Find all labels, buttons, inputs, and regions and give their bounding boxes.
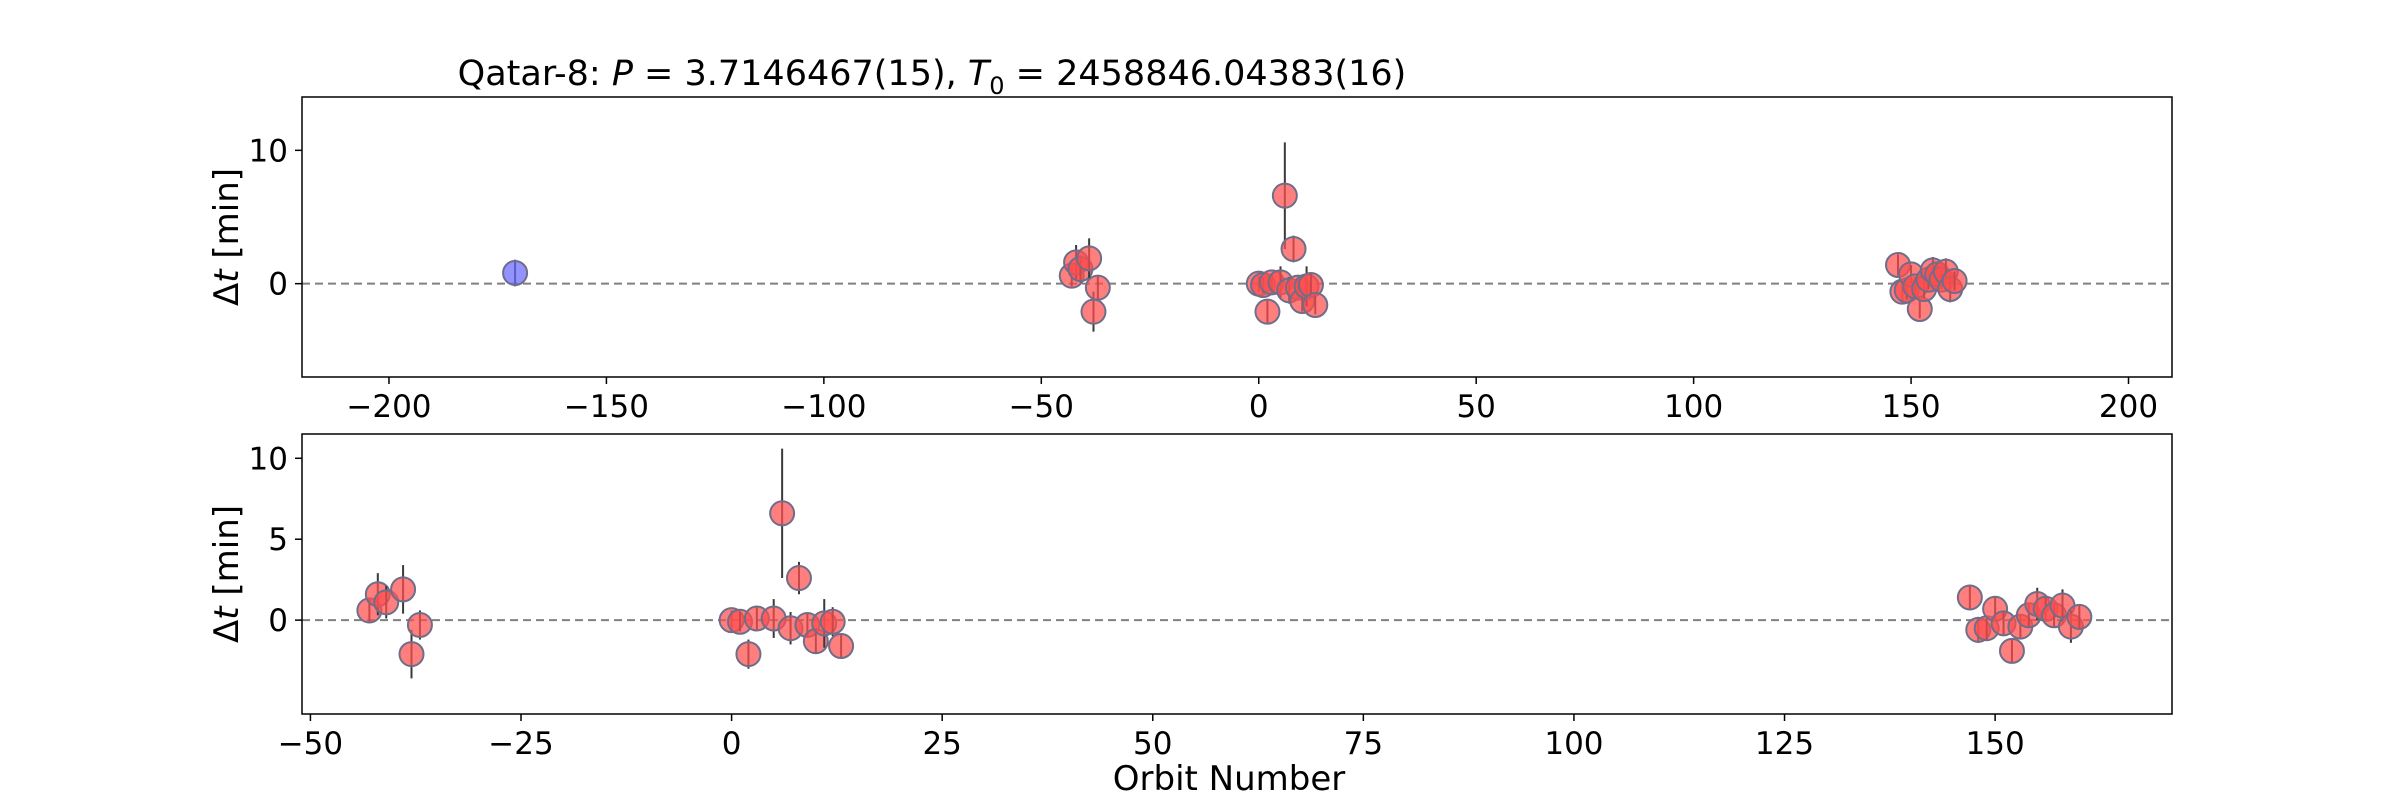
- data-point: [735, 641, 762, 668]
- x-tick-label: 100: [1544, 726, 1603, 762]
- x-tick-label: 100: [1664, 389, 1723, 425]
- data-point: [1271, 182, 1298, 209]
- data-series: [502, 259, 529, 287]
- x-tick-label: −200: [346, 389, 431, 425]
- plot-frame: [301, 96, 2173, 378]
- y-tick-label: 0: [268, 603, 288, 639]
- data-point: [406, 611, 433, 638]
- y-axis-label-variable: t: [207, 605, 247, 620]
- y-axis-label-unit: [min]: [207, 505, 247, 606]
- data-point: [819, 608, 846, 635]
- x-tick-label: 50: [1456, 389, 1495, 425]
- x-axis-label: Orbit Number: [1113, 759, 1346, 799]
- x-tick-label: −100: [781, 389, 866, 425]
- y-axis-label-unit: [min]: [207, 168, 247, 269]
- data-point: [2066, 603, 2093, 630]
- data-point: [398, 641, 425, 668]
- data-point: [1941, 268, 1968, 294]
- data-point: [1302, 292, 1329, 318]
- x-tick-label: −150: [564, 389, 649, 425]
- x-tick-label: 150: [1966, 726, 2025, 762]
- y-tick-label: 10: [249, 133, 288, 169]
- data-series: [1058, 142, 1968, 332]
- data-point: [1956, 584, 1983, 611]
- plot-frame: [301, 433, 2173, 715]
- x-tick-label: 0: [1249, 389, 1269, 425]
- x-tick-label: −50: [1009, 389, 1074, 425]
- data-point: [785, 565, 812, 592]
- data-point: [1280, 236, 1307, 262]
- figure-title: Qatar-8: P = 3.7146467(15), T0 = 2458846…: [458, 54, 1407, 100]
- y-tick-label: 0: [268, 267, 288, 303]
- x-tick-label: 0: [722, 726, 742, 762]
- y-axis-label-delta: Δ: [207, 620, 247, 643]
- y-axis-label: Δt [min]: [207, 505, 247, 643]
- x-tick-label: 200: [2099, 389, 2158, 425]
- y-tick-label: 5: [268, 522, 288, 558]
- x-tick-label: 25: [922, 726, 961, 762]
- data-point: [769, 500, 796, 527]
- data-point: [828, 633, 855, 660]
- data-point: [1254, 298, 1281, 325]
- data-point: [502, 260, 529, 286]
- x-tick-label: 50: [1133, 726, 1172, 762]
- x-tick-label: 125: [1755, 726, 1814, 762]
- data-point: [1076, 245, 1103, 272]
- y-axis-label: Δt [min]: [207, 168, 247, 306]
- data-point: [390, 576, 417, 603]
- data-point: [1998, 637, 2025, 664]
- x-tick-label: −50: [278, 726, 343, 762]
- y-tick-label: 10: [249, 441, 288, 477]
- y-axis-label-delta: Δ: [207, 283, 247, 306]
- data-point: [1084, 274, 1111, 301]
- x-tick-label: 75: [1344, 726, 1383, 762]
- data-point: [1080, 298, 1107, 325]
- y-axis-label-variable: t: [207, 268, 247, 283]
- x-tick-label: 150: [1881, 389, 1940, 425]
- x-tick-label: −25: [488, 726, 553, 762]
- data-series: [356, 448, 2093, 679]
